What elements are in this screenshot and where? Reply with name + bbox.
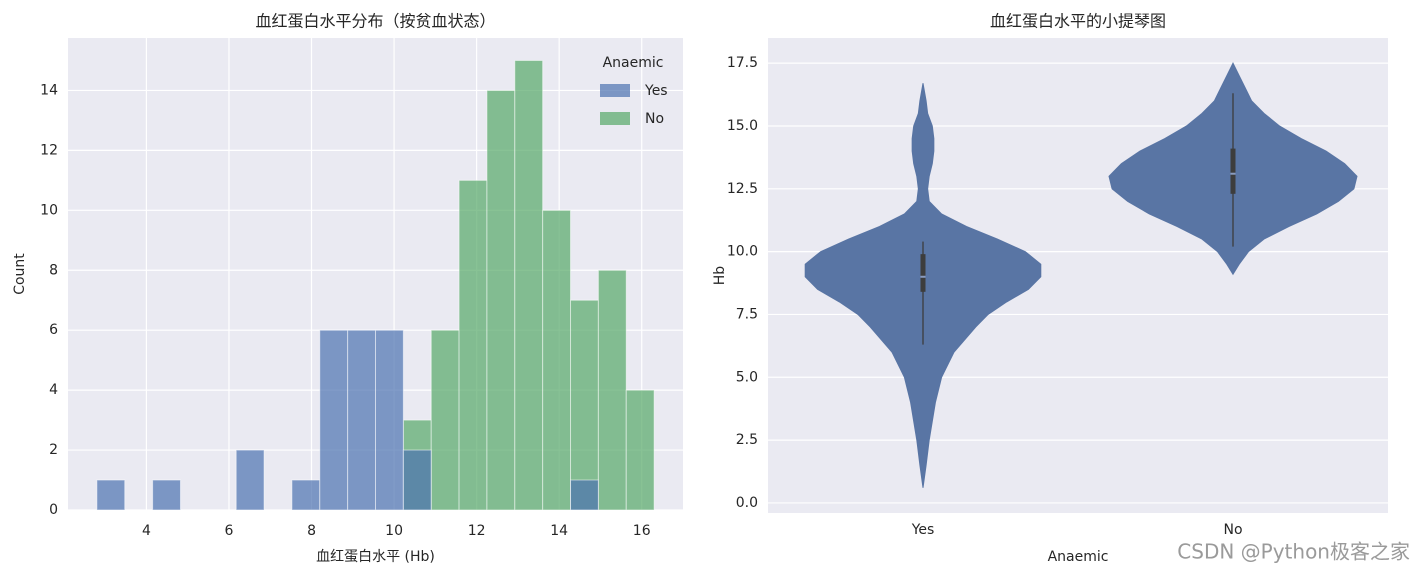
y-tick-label: 15.0: [727, 118, 758, 134]
histogram-bar: [486, 89, 516, 511]
histogram-bar: [152, 479, 181, 511]
histogram-bar: [625, 389, 655, 511]
y-tick-label: 4: [49, 382, 58, 398]
histogram-bar: [402, 449, 432, 511]
histogram-bar: [570, 299, 599, 511]
x-tick-label: No: [1223, 522, 1242, 538]
y-tick-label: 10: [40, 202, 58, 218]
chart-title: 血红蛋白水平的小提琴图: [990, 12, 1166, 31]
y-tick-label: 8: [49, 262, 58, 278]
y-tick-label: 2: [49, 442, 58, 458]
x-tick-label: 14: [550, 523, 568, 539]
y-tick-label: 5.0: [736, 369, 758, 385]
histogram-bar: [597, 269, 627, 511]
legend-title: Anaemic: [603, 55, 664, 71]
histogram-bar: [291, 479, 321, 511]
y-tick-label: 12: [40, 142, 58, 158]
histogram-bar: [570, 479, 599, 511]
x-tick-label: 16: [633, 523, 651, 539]
histogram-bar: [319, 329, 349, 511]
y-tick-label: 10.0: [727, 244, 758, 260]
x-tick-label: Yes: [911, 522, 935, 538]
histogram-bar: [514, 59, 544, 511]
chart-title: 血红蛋白水平分布（按贫血状态）: [255, 12, 495, 31]
y-axis-label: Count: [12, 253, 28, 295]
histogram-bar: [430, 329, 460, 511]
violin-box: [1230, 148, 1236, 194]
y-tick-label: 0.0: [736, 495, 758, 511]
y-tick-label: 12.5: [727, 181, 758, 197]
legend-label: No: [645, 111, 664, 127]
violin-box: [920, 254, 926, 292]
histogram-bar: [375, 329, 404, 511]
watermark: CSDN @Python极客之家: [1177, 540, 1410, 564]
x-tick-label: 6: [225, 523, 234, 539]
x-tick-label: 8: [307, 523, 316, 539]
y-tick-label: 6: [49, 322, 58, 338]
y-axis-label: Hb: [712, 266, 728, 286]
histogram-bar: [235, 449, 265, 511]
y-tick-label: 17.5: [727, 55, 758, 71]
x-tick-label: 10: [385, 523, 403, 539]
histogram-bar: [542, 209, 572, 511]
histogram-bar: [347, 329, 376, 511]
x-axis-label: 血红蛋白水平 (Hb): [316, 549, 435, 565]
legend-label: Yes: [644, 83, 668, 99]
legend-swatch: [600, 84, 630, 97]
y-tick-label: 7.5: [736, 306, 758, 322]
y-tick-label: 0: [49, 502, 58, 518]
x-axis-label: Anaemic: [1048, 549, 1109, 565]
y-tick-label: 2.5: [736, 432, 758, 448]
legend-swatch: [600, 112, 630, 125]
x-tick-label: 4: [142, 523, 151, 539]
x-tick-label: 12: [468, 523, 486, 539]
histogram-bar: [96, 479, 126, 511]
y-tick-label: 14: [40, 82, 58, 98]
histogram-bar: [458, 179, 488, 511]
